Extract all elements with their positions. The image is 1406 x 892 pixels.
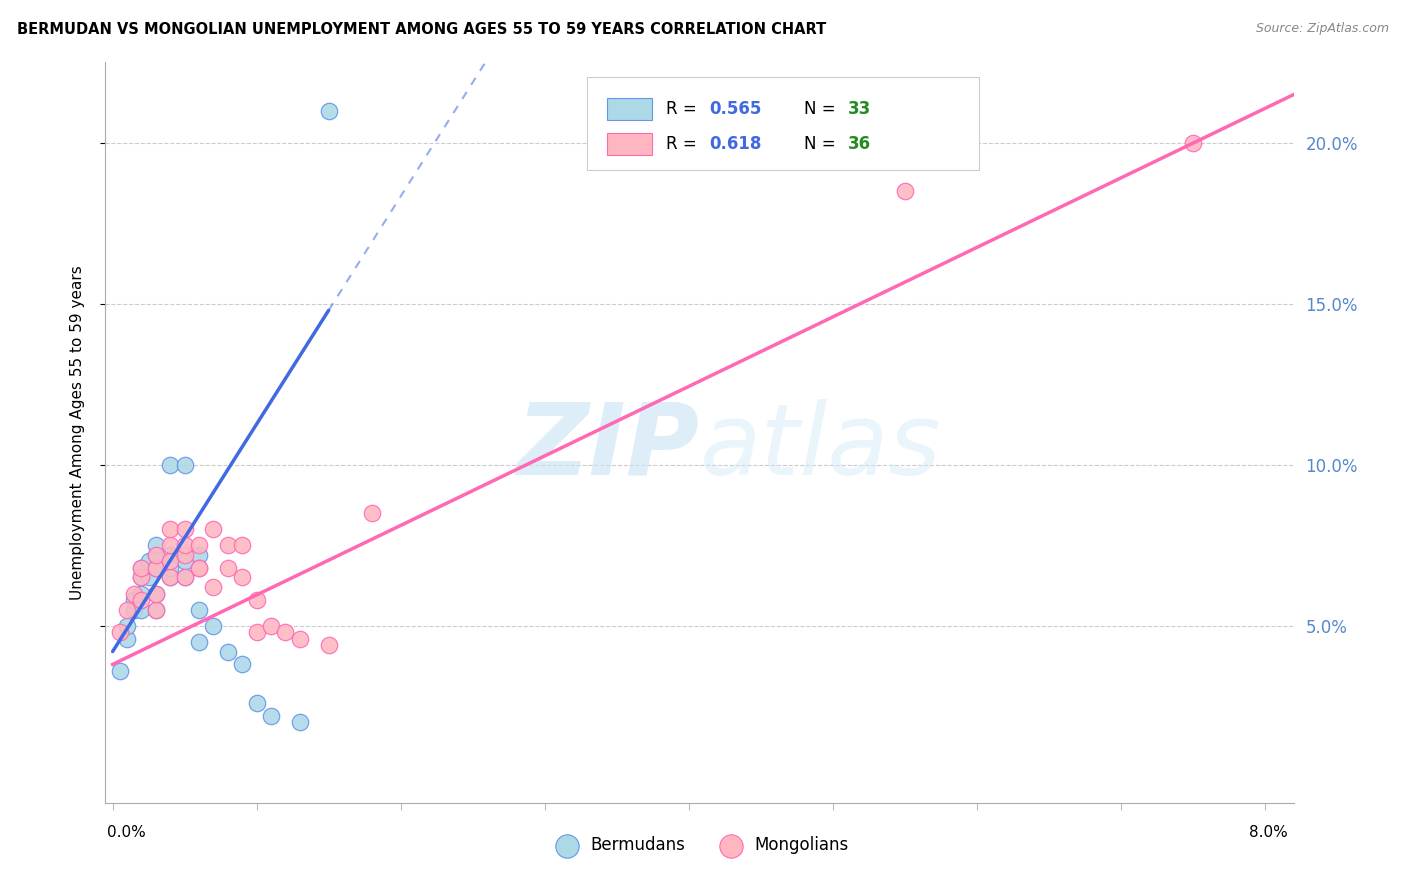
FancyBboxPatch shape [607, 98, 652, 120]
Point [173, 554, 195, 568]
Point [202, 580, 225, 594]
Point [138, 570, 160, 584]
Point [188, 561, 211, 575]
Text: R =: R = [666, 135, 702, 153]
Text: 0.0%: 0.0% [107, 825, 146, 839]
Point [318, 103, 340, 118]
Point [173, 570, 195, 584]
Point [260, 709, 283, 723]
Point [231, 538, 253, 552]
Point [893, 184, 915, 198]
Point [159, 522, 181, 536]
Point [231, 657, 253, 672]
Point [145, 561, 167, 575]
Point [108, 664, 131, 678]
Point [188, 561, 211, 575]
Point [173, 570, 195, 584]
Point [217, 644, 239, 658]
Text: BERMUDAN VS MONGOLIAN UNEMPLOYMENT AMONG AGES 55 TO 59 YEARS CORRELATION CHART: BERMUDAN VS MONGOLIAN UNEMPLOYMENT AMONG… [17, 22, 827, 37]
Point [138, 554, 160, 568]
Point [288, 715, 311, 730]
Legend: Bermudans, Mongolians: Bermudans, Mongolians [543, 830, 856, 861]
FancyBboxPatch shape [586, 78, 979, 169]
Point [360, 506, 382, 520]
Point [131, 593, 153, 607]
Point [246, 625, 269, 640]
Text: atlas: atlas [700, 399, 941, 496]
Point [188, 635, 211, 649]
Text: Source: ZipAtlas.com: Source: ZipAtlas.com [1256, 22, 1389, 36]
Point [131, 602, 153, 616]
Point [159, 570, 181, 584]
Point [145, 548, 167, 562]
FancyBboxPatch shape [607, 133, 652, 155]
Point [217, 561, 239, 575]
Point [288, 632, 311, 646]
Point [159, 548, 181, 562]
Point [188, 548, 211, 562]
Point [145, 602, 167, 616]
Point [173, 458, 195, 472]
Text: 0.618: 0.618 [709, 135, 762, 153]
Point [122, 602, 145, 616]
Point [145, 561, 167, 575]
Point [173, 548, 195, 562]
Point [115, 619, 138, 633]
Text: 33: 33 [848, 100, 872, 118]
Point [1181, 136, 1204, 150]
Text: N =: N = [804, 100, 841, 118]
Point [145, 602, 167, 616]
Point [202, 522, 225, 536]
Y-axis label: Unemployment Among Ages 55 to 59 years: Unemployment Among Ages 55 to 59 years [70, 265, 84, 600]
Point [188, 538, 211, 552]
Point [246, 593, 269, 607]
Point [173, 522, 195, 536]
Point [145, 586, 167, 600]
Point [122, 586, 145, 600]
Point [260, 619, 283, 633]
Point [145, 538, 167, 552]
Point [173, 538, 195, 552]
Point [131, 561, 153, 575]
Point [159, 554, 181, 568]
Text: N =: N = [804, 135, 841, 153]
Point [274, 625, 297, 640]
Point [202, 619, 225, 633]
Point [159, 538, 181, 552]
Text: 8.0%: 8.0% [1249, 825, 1288, 839]
Point [131, 570, 153, 584]
Point [122, 593, 145, 607]
Point [231, 570, 253, 584]
Point [145, 586, 167, 600]
Point [159, 458, 181, 472]
Point [217, 538, 239, 552]
Point [318, 638, 340, 652]
Text: 0.565: 0.565 [709, 100, 762, 118]
Point [115, 632, 138, 646]
Point [131, 570, 153, 584]
Point [159, 561, 181, 575]
Point [115, 602, 138, 616]
Point [108, 625, 131, 640]
Text: ZIP: ZIP [516, 399, 700, 496]
Text: 36: 36 [848, 135, 872, 153]
Point [131, 586, 153, 600]
Text: R =: R = [666, 100, 702, 118]
Point [159, 570, 181, 584]
Point [131, 561, 153, 575]
Point [145, 548, 167, 562]
Point [188, 602, 211, 616]
Point [246, 696, 269, 710]
